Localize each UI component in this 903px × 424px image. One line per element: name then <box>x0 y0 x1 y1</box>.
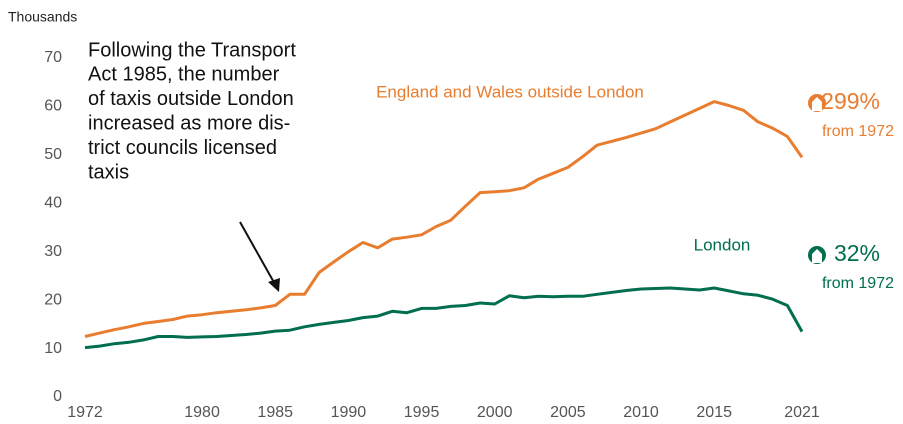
y-tick-label: 60 <box>44 98 62 115</box>
x-tick-label: 2015 <box>696 404 732 421</box>
annotation-text: trict councils licensed <box>88 137 277 159</box>
annotation-arrow <box>239 221 277 287</box>
y-unit-label: Thousands <box>8 9 77 25</box>
change-icon-arrow <box>812 97 822 111</box>
x-tick-label: 1985 <box>257 404 293 421</box>
x-tick-label: 1972 <box>67 404 103 421</box>
x-tick-label: 2010 <box>623 404 659 421</box>
y-tick-label: 50 <box>44 146 62 163</box>
y-tick-label: 10 <box>44 340 62 357</box>
series-label: England and Wales outside London <box>376 82 644 101</box>
annotation-text: increased as more dis- <box>88 112 290 134</box>
x-tick-label: 2000 <box>477 404 513 421</box>
x-tick-label: 2005 <box>550 404 586 421</box>
y-tick-label: 40 <box>44 195 62 212</box>
series-line <box>84 100 804 338</box>
y-tick-label: 70 <box>44 49 62 66</box>
y-tick-label: 0 <box>53 388 62 405</box>
x-tick-label: 1980 <box>184 404 220 421</box>
x-tick-label: 2021 <box>784 404 820 421</box>
change-value: 299% <box>821 88 880 114</box>
change-value: 32% <box>834 240 880 266</box>
annotation-text: of taxis outside London <box>88 88 294 110</box>
annotation-text: taxis <box>88 161 129 183</box>
annotation-text: Following the Transport <box>88 39 296 61</box>
series-line <box>84 286 804 350</box>
change-icon-arrow <box>812 249 822 263</box>
change-note: from 1972 <box>822 275 894 292</box>
x-tick-label: 1990 <box>331 404 367 421</box>
annotation-arrowhead <box>268 278 280 292</box>
change-note: from 1972 <box>822 123 894 140</box>
y-tick-label: 30 <box>44 243 62 260</box>
y-tick-label: 20 <box>44 291 62 308</box>
x-tick-label: 1995 <box>404 404 440 421</box>
annotation-text: Act 1985, the number <box>88 64 280 86</box>
series-label: London <box>694 235 751 254</box>
